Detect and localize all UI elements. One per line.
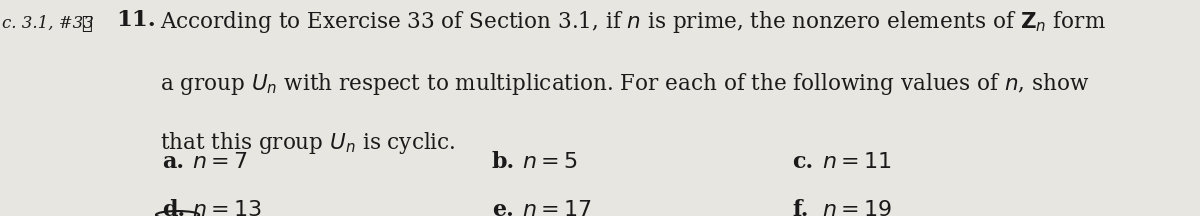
Text: According to Exercise 33 of Section 3.1, if $n$ is prime, the nonzero elements o: According to Exercise 33 of Section 3.1,… [160,9,1105,35]
Text: $n = 5$: $n = 5$ [522,151,577,173]
Text: $n = 19$: $n = 19$ [822,199,892,216]
Text: $n = 13$: $n = 13$ [192,199,262,216]
Text: c. 3.1, #33: c. 3.1, #33 [2,15,95,32]
Text: e.: e. [492,199,514,216]
Text: b.: b. [492,151,515,173]
Text: f.: f. [792,199,809,216]
Text: d.: d. [162,199,185,216]
Text: 11.: 11. [116,9,156,31]
Text: c.: c. [792,151,814,173]
Text: a.: a. [162,151,184,173]
Text: $n = 11$: $n = 11$ [822,151,892,173]
Text: ≫: ≫ [82,15,92,33]
Text: $n = 17$: $n = 17$ [522,199,592,216]
Text: a group $\mathit{U}_n$ with respect to multiplication. For each of the following: a group $\mathit{U}_n$ with respect to m… [160,71,1090,97]
Text: that this group $\mathit{U}_n$ is cyclic.: that this group $\mathit{U}_n$ is cyclic… [160,130,455,156]
Text: $n = 7$: $n = 7$ [192,151,247,173]
